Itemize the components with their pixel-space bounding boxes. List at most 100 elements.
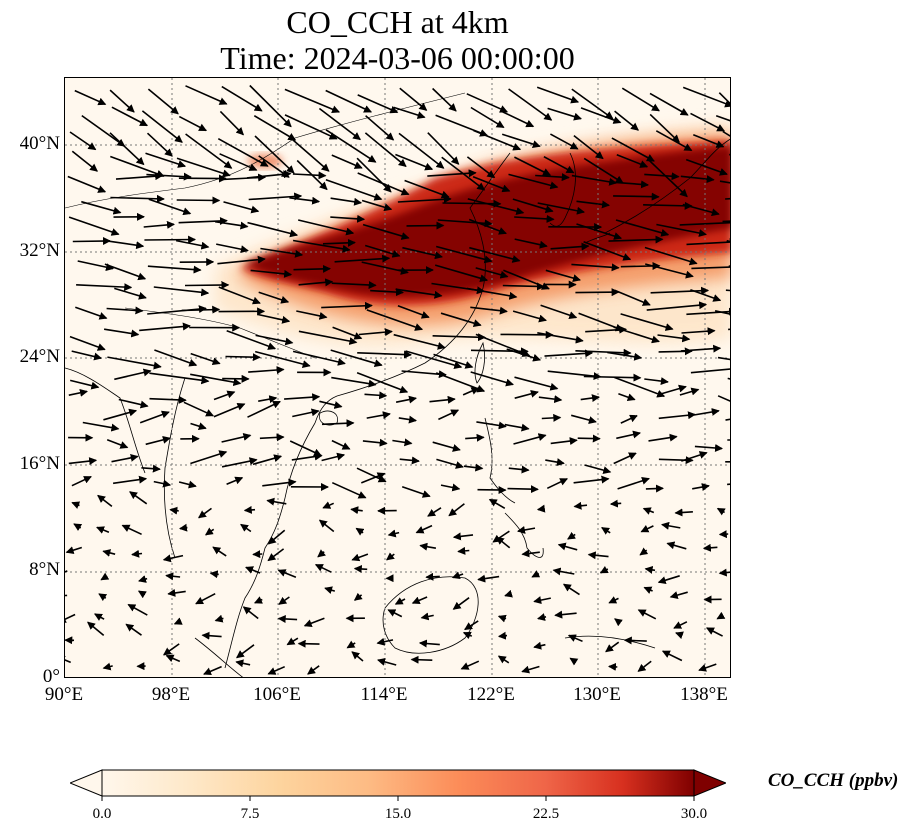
wind-arrow (398, 415, 417, 424)
wind-arrow (637, 609, 657, 620)
wind-arrow (72, 237, 111, 246)
wind-arrow (127, 603, 148, 616)
wind-arrow (686, 307, 730, 316)
wind-arrow (387, 529, 400, 538)
wind-arrow (190, 373, 242, 387)
wind-arrow (111, 453, 139, 463)
wind-arrow (517, 526, 536, 534)
wind-arrow (457, 546, 470, 555)
wind-arrow (675, 631, 684, 640)
wind-arrow (248, 366, 285, 375)
wind-arrow (569, 657, 579, 666)
wind-arrow (243, 505, 256, 514)
wind-arrow (718, 568, 730, 577)
wind-arrow (536, 504, 546, 513)
wind-arrow (393, 106, 426, 119)
wind-arrow (679, 221, 730, 226)
wind-arrow (330, 197, 363, 206)
wind-arrow (98, 593, 108, 602)
wind-arrow (365, 115, 395, 141)
wind-arrow (71, 475, 92, 487)
wind-arrow (470, 306, 508, 315)
wind-arrow (114, 368, 152, 381)
wind-arrow (314, 563, 332, 573)
wind-arrow (110, 155, 165, 178)
wind-arrow (366, 411, 391, 420)
wind-arrow (646, 301, 708, 311)
wind-arrow (543, 155, 575, 174)
wind-arrow (404, 179, 450, 199)
wind-arrow (576, 223, 623, 240)
wind-arrow (645, 484, 664, 493)
lon-tick-90e: 90°E (44, 684, 84, 705)
wind-arrow (475, 267, 509, 279)
lat-tick-8n: 8°N (29, 559, 60, 580)
wind-arrow (536, 86, 580, 104)
wind-arrow (639, 547, 649, 556)
wind-arrow (65, 613, 76, 623)
colorbar (70, 769, 726, 801)
wind-arrow (334, 254, 391, 263)
wind-arrow (650, 286, 710, 295)
wind-arrow (361, 472, 386, 484)
wind-arrow (325, 178, 383, 201)
wind-arrow (226, 329, 277, 350)
wind-arrow (216, 243, 249, 254)
wind-arrow (620, 414, 639, 424)
wind-arrow (719, 180, 730, 184)
wind-arrow (497, 655, 510, 664)
wind-arrow (467, 198, 525, 215)
wind-arrow (109, 89, 135, 113)
wind-arrow (613, 326, 660, 344)
wind-arrow (292, 350, 346, 366)
wind-arrow (106, 438, 129, 449)
wind-arrow (514, 156, 551, 176)
wind-arrow (105, 239, 145, 250)
wind-arrow (366, 309, 424, 331)
wind-arrow (284, 393, 321, 402)
wind-arrow (292, 171, 327, 180)
wind-arrow (167, 588, 186, 597)
wind-arrow (691, 266, 730, 270)
wind-arrow (716, 507, 726, 516)
wind-arrow (552, 567, 575, 576)
wind-arrow (357, 94, 399, 114)
wind-arrow (420, 612, 434, 621)
wind-arrow (508, 173, 559, 190)
wind-arrow (514, 376, 559, 391)
lat-tick-16n: 16°N (19, 453, 60, 474)
wind-arrow (694, 443, 723, 452)
wind-arrow (292, 239, 351, 253)
wind-arrow (73, 523, 83, 532)
wind-arrow (377, 657, 397, 666)
wind-arrow (680, 344, 722, 353)
wind-arrow (386, 552, 395, 561)
wind-arrow (394, 597, 406, 605)
wind-arrow (504, 423, 530, 432)
wind-arrow (260, 247, 304, 258)
wind-arrow (331, 481, 367, 499)
wind-arrow (533, 641, 546, 650)
wind-arrow (440, 483, 461, 492)
wind-arrow (149, 372, 210, 385)
wind-arrow (190, 422, 207, 431)
wind-arrow (250, 269, 293, 278)
wind-arrow (682, 203, 720, 217)
wind-arrow (644, 377, 669, 386)
wind-arrow (657, 334, 691, 343)
wind-arrow (500, 330, 554, 339)
wind-arrow (470, 347, 529, 356)
wind-arrow (644, 565, 656, 574)
wind-arrow (613, 192, 660, 201)
wind-arrow (197, 507, 212, 519)
colorbar-tick-7-5: 7.5 (240, 806, 260, 822)
wind-arrow (658, 411, 696, 420)
wind-arrow (438, 409, 460, 421)
wind-arrow (702, 543, 718, 552)
wind-arrow (214, 614, 224, 623)
wind-arrow (262, 478, 297, 487)
wind-arrow (129, 491, 148, 505)
wind-arrow (176, 196, 221, 205)
wind-arrow (681, 327, 716, 336)
wind-arrow (614, 110, 639, 131)
